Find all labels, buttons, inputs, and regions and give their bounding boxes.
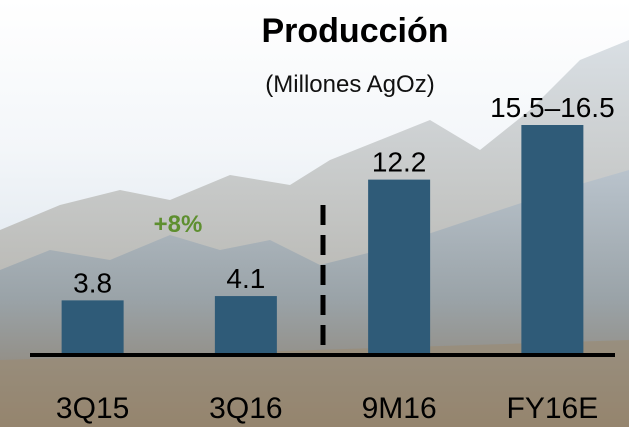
annotation: +8% — [154, 211, 203, 238]
x-tick-label: 3Q16 — [209, 392, 282, 425]
chart-subtitle: (Millones AgOz) — [265, 71, 434, 98]
x-tick-label: FY16E — [507, 392, 599, 425]
chart-title: Producción — [261, 12, 448, 50]
bar — [214, 296, 277, 355]
bar — [61, 300, 124, 355]
ground — [0, 340, 629, 427]
value-label: 15.5–16.5 — [490, 92, 615, 123]
value-label: 4.1 — [226, 263, 265, 294]
x-tick-label: 3Q15 — [56, 392, 129, 425]
value-label: 12.2 — [372, 147, 427, 178]
value-label: 3.8 — [73, 267, 112, 298]
bar — [368, 179, 431, 355]
x-tick-label: 9M16 — [362, 392, 437, 425]
bar — [521, 125, 584, 355]
